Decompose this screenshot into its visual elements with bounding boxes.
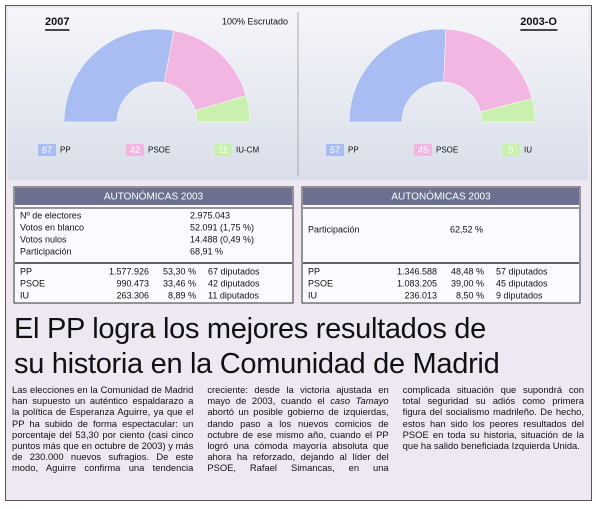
legend-party: PSOE: [436, 146, 458, 155]
body-italic: caso Tamayo: [330, 395, 389, 407]
stat-label: Votos nulos: [20, 234, 67, 244]
party-seats: 57 diputados: [496, 266, 548, 276]
legend-count: 45: [418, 145, 428, 155]
party-votes: 236.013: [404, 290, 437, 300]
stat-value: 14.488 (0,49 %): [190, 234, 254, 244]
article-body: Las elecciones en la Comunidad de Madrid…: [12, 384, 584, 498]
party-votes: 263.306: [116, 290, 149, 300]
stat-value: 68,91 %: [190, 246, 223, 256]
results-graphics: 100% Escrutado 2007 67 PP 42 PSOE 11 IU-CM 2003…: [8, 8, 588, 304]
party-name: PP: [20, 266, 32, 276]
seat-wedge: [480, 98, 536, 123]
table-header: AUTONÓMICAS 2003: [391, 190, 491, 203]
party-name: IU: [20, 290, 29, 300]
legend-count: 11: [218, 145, 227, 155]
stat-value: 52.091 (1,75 %): [190, 222, 254, 232]
legend-party: PP: [348, 146, 359, 155]
stat-value: 2.975.043: [190, 210, 230, 220]
party-pct: 8,50 %: [456, 290, 484, 300]
party-seats: 9 diputados: [496, 290, 543, 300]
legend-count: 42: [130, 145, 140, 155]
legend-swatch: [126, 144, 144, 156]
party-name: PSOE: [20, 278, 45, 288]
legend-swatch: [414, 144, 432, 156]
party-pct: 48,48 %: [451, 266, 484, 276]
seat-wedge: [195, 95, 251, 123]
legend-swatch: [326, 144, 344, 156]
stat-label: Participación: [20, 246, 72, 256]
legend-count: 57: [330, 145, 340, 155]
party-votes: 990.473: [116, 278, 149, 288]
party-name: PP: [308, 266, 320, 276]
year-label: 2007: [45, 16, 69, 28]
table-header: AUTONÓMICAS 2003: [104, 190, 204, 203]
party-seats: 67 diputados: [208, 266, 260, 276]
table-box: [13, 186, 294, 304]
party-name: PSOE: [308, 278, 333, 288]
stat-label: Participación: [308, 224, 360, 234]
headline-line: El PP logra los mejores resultados de: [14, 313, 486, 345]
seat-wedge: [443, 28, 533, 113]
table-box: [301, 186, 581, 304]
legend-party: IU-CM: [236, 146, 259, 155]
party-pct: 8,89 %: [168, 290, 196, 300]
legend-count: 67: [42, 145, 52, 155]
party-pct: 53,30 %: [163, 266, 196, 276]
party-votes: 1.346.588: [397, 266, 437, 276]
seat-wedge: [63, 28, 175, 123]
party-pct: 33,46 %: [163, 278, 196, 288]
seat-wedge: [348, 28, 447, 123]
headline-line: su historia en la Comunidad de Madrid: [14, 348, 500, 380]
party-name: IU: [308, 290, 317, 300]
caption: 100% Escrutado: [222, 16, 288, 26]
party-votes: 1.083.205: [397, 278, 437, 288]
stat-label: Nº de electores: [20, 210, 82, 220]
party-pct: 39,00 %: [451, 278, 484, 288]
legend-party: PP: [60, 146, 71, 155]
table-header-bar: [15, 188, 292, 205]
legend-count: 9: [508, 145, 513, 155]
party-seats: 42 diputados: [208, 278, 260, 288]
legend-party: PSOE: [148, 146, 170, 155]
legend-swatch: [502, 144, 520, 156]
body-text: Las elecciones en la Comunidad de Madrid…: [12, 384, 389, 474]
party-seats: 45 diputados: [496, 278, 548, 288]
legend-swatch: [214, 144, 232, 156]
stat-value: 62,52 %: [450, 224, 483, 234]
stat-label: Votos en blanco: [20, 222, 84, 232]
year-label: 2003-O: [520, 16, 557, 28]
legend-swatch: [38, 144, 56, 156]
party-votes: 1.577.926: [109, 266, 149, 276]
body-text: abortó un posible gobierno de izquierdas…: [207, 384, 584, 474]
party-seats: 11 diputados: [208, 290, 259, 300]
table-header-bar: [303, 188, 579, 205]
legend-party: IU: [524, 146, 532, 155]
headline: El PP logra los mejores resultados de su…: [14, 312, 584, 382]
